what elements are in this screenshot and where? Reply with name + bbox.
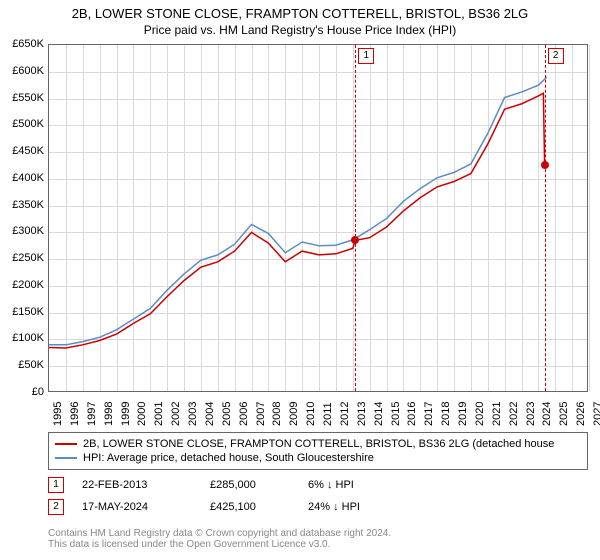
gridline-v [589,45,590,391]
footnote: Contains HM Land Registry data © Crown c… [48,528,391,550]
x-tick-label: 2024 [541,402,553,426]
x-tick-label: 2012 [339,402,351,426]
chart-container: 2B, LOWER STONE CLOSE, FRAMPTON COTTEREL… [0,0,600,560]
x-tick-label: 2022 [508,402,520,426]
x-tick-label: 2018 [440,402,452,426]
x-tick-label: 2025 [558,402,570,426]
y-tick-label: £250K [4,252,44,264]
y-tick-label: £600K [4,65,44,77]
footnote-line2: This data is licensed under the Open Gov… [48,539,391,550]
y-tick-label: £350K [4,199,44,211]
x-tick-label: 2017 [423,402,435,426]
y-tick-label: £150K [4,306,44,318]
chart-subtitle: Price paid vs. HM Land Registry's House … [0,21,600,41]
event-row-date: 17-MAY-2024 [82,501,192,513]
event-row-marker: 2 [48,499,64,515]
x-tick-label: 2015 [390,402,402,426]
series-line-hpi [49,77,547,345]
x-tick-label: 2006 [238,402,250,426]
event-row-marker: 1 [48,477,64,493]
y-tick-label: £550K [4,92,44,104]
y-tick-label: £300K [4,225,44,237]
x-tick-label: 2026 [575,402,587,426]
y-tick-label: £0 [4,386,44,398]
event-row-delta: 6% ↓ HPI [308,479,418,491]
x-tick-label: 2023 [525,402,537,426]
footnote-line1: Contains HM Land Registry data © Crown c… [48,528,391,539]
x-tick-label: 2009 [288,402,300,426]
x-tick-label: 2020 [474,402,486,426]
event-dot [541,161,549,169]
event-row-price: £285,000 [210,479,290,491]
event-row-date: 22-FEB-2013 [82,479,192,491]
event-line [355,45,356,391]
legend-box: 2B, LOWER STONE CLOSE, FRAMPTON COTTEREL… [48,432,588,470]
legend-swatch [55,443,77,445]
x-tick-label: 2007 [255,402,267,426]
x-tick-label: 2005 [221,402,233,426]
y-tick-label: £450K [4,145,44,157]
legend-label: HPI: Average price, detached house, Sout… [83,452,374,464]
event-row-price: £425,100 [210,501,290,513]
y-tick-label: £100K [4,332,44,344]
x-tick-label: 2000 [136,402,148,426]
x-tick-label: 2027 [592,402,600,426]
x-tick-label: 2019 [457,402,469,426]
y-tick-label: £500K [4,118,44,130]
y-tick-label: £200K [4,279,44,291]
event-row-delta: 24% ↓ HPI [308,501,418,513]
x-tick-label: 2001 [153,402,165,426]
series-svg [49,45,589,393]
legend-label: 2B, LOWER STONE CLOSE, FRAMPTON COTTEREL… [83,438,554,450]
x-tick-label: 2003 [187,402,199,426]
x-tick-label: 1998 [103,402,115,426]
events-table: 1 22-FEB-2013 £285,000 6% ↓ HPI 2 17-MAY-2024… [48,474,418,518]
event-row: 2 17-MAY-2024 £425,100 24% ↓ HPI [48,496,418,518]
x-tick-label: 1999 [120,402,132,426]
plot-area [48,44,588,392]
event-marker-box: 1 [358,48,374,64]
x-tick-label: 2021 [491,402,503,426]
event-dot [351,236,359,244]
y-tick-label: £400K [4,172,44,184]
chart-title: 2B, LOWER STONE CLOSE, FRAMPTON COTTEREL… [0,0,600,21]
x-tick-label: 1995 [52,402,64,426]
x-tick-label: 2011 [322,402,334,426]
event-marker-box: 2 [548,48,564,64]
x-tick-label: 2010 [305,402,317,426]
legend-swatch [55,457,77,459]
legend-row: 2B, LOWER STONE CLOSE, FRAMPTON COTTEREL… [55,437,581,451]
x-tick-label: 1997 [86,402,98,426]
event-row: 1 22-FEB-2013 £285,000 6% ↓ HPI [48,474,418,496]
x-tick-label: 2016 [406,402,418,426]
x-tick-label: 2004 [204,402,216,426]
y-tick-label: £650K [4,38,44,50]
x-tick-label: 2002 [170,402,182,426]
legend-row: HPI: Average price, detached house, Sout… [55,451,581,465]
event-line [545,45,546,391]
x-tick-label: 2013 [356,402,368,426]
x-tick-label: 2014 [373,402,385,426]
series-line-property [49,93,545,348]
x-tick-label: 1996 [69,402,81,426]
x-tick-label: 2008 [271,402,283,426]
y-tick-label: £50K [4,359,44,371]
